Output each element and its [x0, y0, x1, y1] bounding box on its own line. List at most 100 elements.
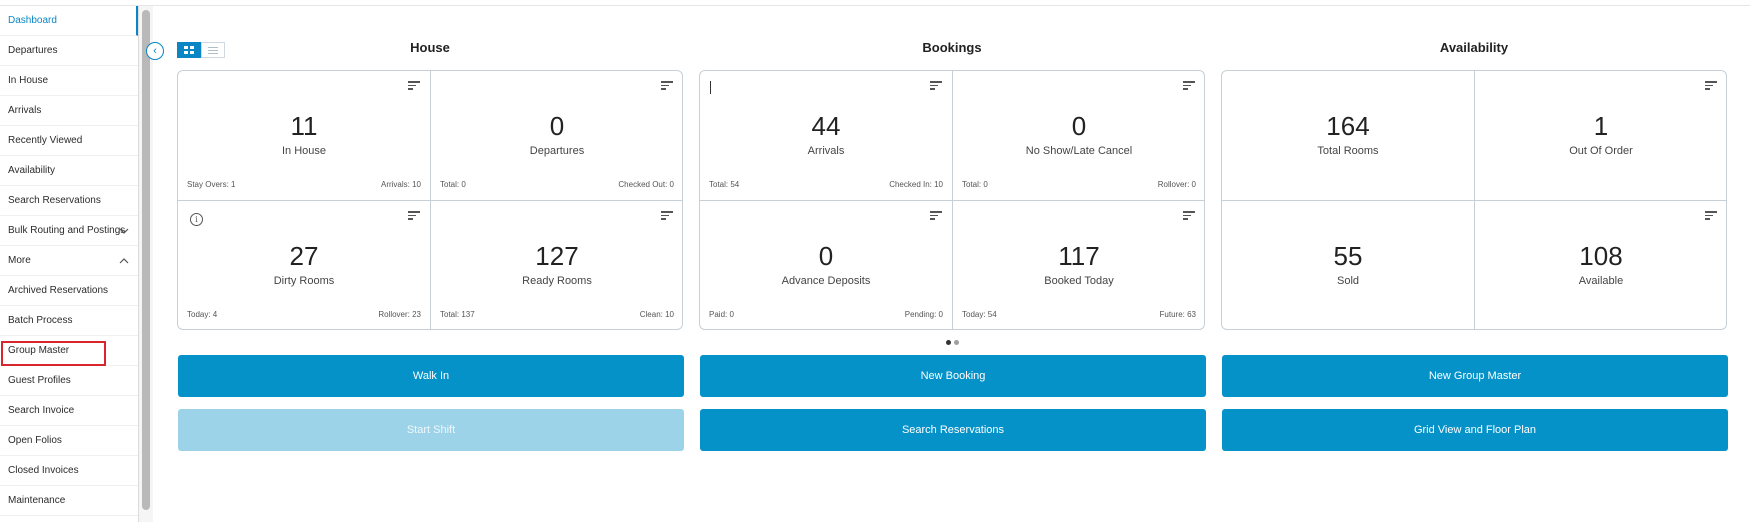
- sidebar-item-label: Batch Process: [8, 315, 73, 326]
- filter-icon[interactable]: [1705, 81, 1717, 90]
- sidebar-item-label: Recently Viewed: [8, 135, 83, 146]
- list-view-button[interactable]: [201, 42, 225, 58]
- sidebar-item-departures[interactable]: Departures: [0, 36, 138, 66]
- filter-icon[interactable]: [930, 211, 942, 220]
- filter-icon[interactable]: [930, 81, 942, 90]
- tile-booked-today[interactable]: 117 Booked Today Today: 54 Future: 63: [953, 201, 1204, 329]
- chevron-left-icon: ‹: [153, 45, 157, 57]
- tile-no-show[interactable]: 0 No Show/Late Cancel Total: 0 Rollover:…: [953, 71, 1204, 200]
- top-bar: [0, 0, 1750, 6]
- tile-in-house[interactable]: 11 In House Stay Overs: 1 Arrivals: 10: [178, 71, 430, 200]
- tile-footer-left: Total: 0: [440, 180, 466, 189]
- start-shift-button[interactable]: Start Shift: [178, 409, 684, 451]
- tile-label: Dirty Rooms: [273, 275, 335, 287]
- tile-footer-left: Total: 137: [440, 310, 475, 319]
- tile-ready-rooms[interactable]: 127 Ready Rooms Total: 137 Clean: 10: [431, 201, 682, 329]
- tile-label: Available: [1578, 275, 1624, 287]
- sidebar-item-label: Closed Invoices: [8, 465, 79, 476]
- grid-view-floor-plan-button[interactable]: Grid View and Floor Plan: [1222, 409, 1728, 451]
- tile-available[interactable]: 108 Available: [1475, 201, 1726, 329]
- tile-label: Arrivals: [807, 145, 845, 157]
- sidebar-item-bulk-routing[interactable]: Bulk Routing and Postings: [0, 216, 138, 246]
- filter-icon[interactable]: [661, 81, 673, 90]
- sidebar-item-label: More: [8, 255, 31, 266]
- section-title-bookings: Bookings: [922, 40, 982, 55]
- sidebar-item-arrivals[interactable]: Arrivals: [0, 96, 138, 126]
- sidebar-item-label: In House: [8, 75, 49, 86]
- sidebar-item-batch-process[interactable]: Batch Process: [0, 306, 138, 336]
- view-toggle: [177, 42, 225, 58]
- chevron-down-icon: [119, 228, 129, 234]
- tile-total-rooms[interactable]: 164 Total Rooms: [1222, 71, 1474, 200]
- tile-value: 44: [811, 111, 841, 141]
- sidebar-item-search-reservations[interactable]: Search Reservations: [0, 186, 138, 216]
- sidebar-item-search-invoice[interactable]: Search Invoice: [0, 396, 138, 426]
- tile-footer-left: Paid: 0: [709, 310, 734, 319]
- sidebar-item-label: Dashboard: [8, 15, 57, 26]
- tile-sold[interactable]: 55 Sold: [1222, 201, 1474, 329]
- filter-icon[interactable]: [661, 211, 673, 220]
- sidebar-item-label: Group Master: [8, 345, 70, 356]
- tile-dirty-rooms[interactable]: i 27 Dirty Rooms Today: 4 Rollover: 23: [178, 201, 430, 329]
- collapse-sidebar-button[interactable]: ‹: [146, 42, 164, 60]
- filter-icon[interactable]: [408, 211, 420, 220]
- sidebar-item-label: Search Reservations: [8, 195, 101, 206]
- house-panel: 11 In House Stay Overs: 1 Arrivals: 10 0…: [177, 70, 683, 330]
- tile-footer-right: Future: 63: [1159, 310, 1196, 319]
- filter-icon[interactable]: [1183, 211, 1195, 220]
- tile-value: 0: [1071, 111, 1087, 141]
- tile-footer-right: Checked In: 10: [889, 180, 943, 189]
- tile-footer-right: Clean: 10: [639, 310, 674, 319]
- sidebar-item-group-master[interactable]: Group Master: [0, 336, 138, 366]
- tile-label: Departures: [529, 145, 585, 157]
- tile-footer-left: Today: 54: [962, 310, 997, 319]
- tile-advance-deposits[interactable]: 0 Advance Deposits Paid: 0 Pending: 0: [700, 201, 952, 329]
- sidebar-item-maintenance[interactable]: Maintenance: [0, 486, 138, 516]
- new-booking-button[interactable]: New Booking: [700, 355, 1206, 397]
- tile-value: 55: [1333, 241, 1363, 271]
- sidebar-item-recently-viewed[interactable]: Recently Viewed: [0, 126, 138, 156]
- tile-footer-left: Stay Overs: 1: [187, 180, 236, 189]
- sidebar-item-archived-reservations[interactable]: Archived Reservations: [0, 276, 138, 306]
- grid-view-icon: [184, 46, 194, 54]
- sidebar-scrollbar-thumb[interactable]: [142, 10, 150, 510]
- tile-footer-right: Checked Out: 0: [618, 180, 674, 189]
- filter-icon[interactable]: [1705, 211, 1717, 220]
- pager-dot-active[interactable]: [946, 340, 951, 345]
- walk-in-button[interactable]: Walk In: [178, 355, 684, 397]
- filter-icon[interactable]: [408, 81, 420, 90]
- search-reservations-button[interactable]: Search Reservations: [700, 409, 1206, 451]
- grid-view-button[interactable]: [177, 42, 201, 58]
- tile-label: Advance Deposits: [781, 275, 871, 287]
- tile-label: Sold: [1336, 275, 1360, 287]
- tile-footer-right: Rollover: 0: [1157, 180, 1196, 189]
- info-icon[interactable]: i: [190, 213, 203, 226]
- tile-value: 1: [1593, 111, 1609, 141]
- tile-departures[interactable]: 0 Departures Total: 0 Checked Out: 0: [431, 71, 682, 200]
- tile-label: In House: [281, 145, 327, 157]
- sidebar-item-closed-invoices[interactable]: Closed Invoices: [0, 456, 138, 486]
- bookings-panel: 44 Arrivals Total: 54 Checked In: 10 0 N…: [699, 70, 1205, 330]
- sidebar-item-label: Maintenance: [8, 495, 66, 506]
- tile-footer-left: Total: 54: [709, 180, 740, 189]
- sidebar-item-open-folios[interactable]: Open Folios: [0, 426, 138, 456]
- sidebar-item-guest-profiles[interactable]: Guest Profiles: [0, 366, 138, 396]
- sidebar-item-dashboard[interactable]: Dashboard: [0, 6, 138, 36]
- text-cursor: [710, 81, 711, 94]
- sidebar-nav: Dashboard Departures In House Arrivals R…: [0, 6, 138, 516]
- tile-value: 0: [818, 241, 834, 271]
- tile-label: Ready Rooms: [522, 275, 592, 287]
- filter-icon[interactable]: [1183, 81, 1195, 90]
- new-group-master-button[interactable]: New Group Master: [1222, 355, 1728, 397]
- tile-label: No Show/Late Cancel: [1025, 145, 1133, 157]
- section-title-availability: Availability: [1439, 40, 1509, 55]
- tile-value: 0: [549, 111, 565, 141]
- tile-out-of-order[interactable]: 1 Out Of Order: [1475, 71, 1726, 200]
- pager-dot[interactable]: [954, 340, 959, 345]
- sidebar-item-more[interactable]: More: [0, 246, 138, 276]
- sidebar-item-availability[interactable]: Availability: [0, 156, 138, 186]
- tile-arrivals[interactable]: 44 Arrivals Total: 54 Checked In: 10: [700, 71, 952, 200]
- sidebar-item-in-house[interactable]: In House: [0, 66, 138, 96]
- tile-label: Total Rooms: [1317, 145, 1379, 157]
- tile-value: 108: [1579, 241, 1623, 271]
